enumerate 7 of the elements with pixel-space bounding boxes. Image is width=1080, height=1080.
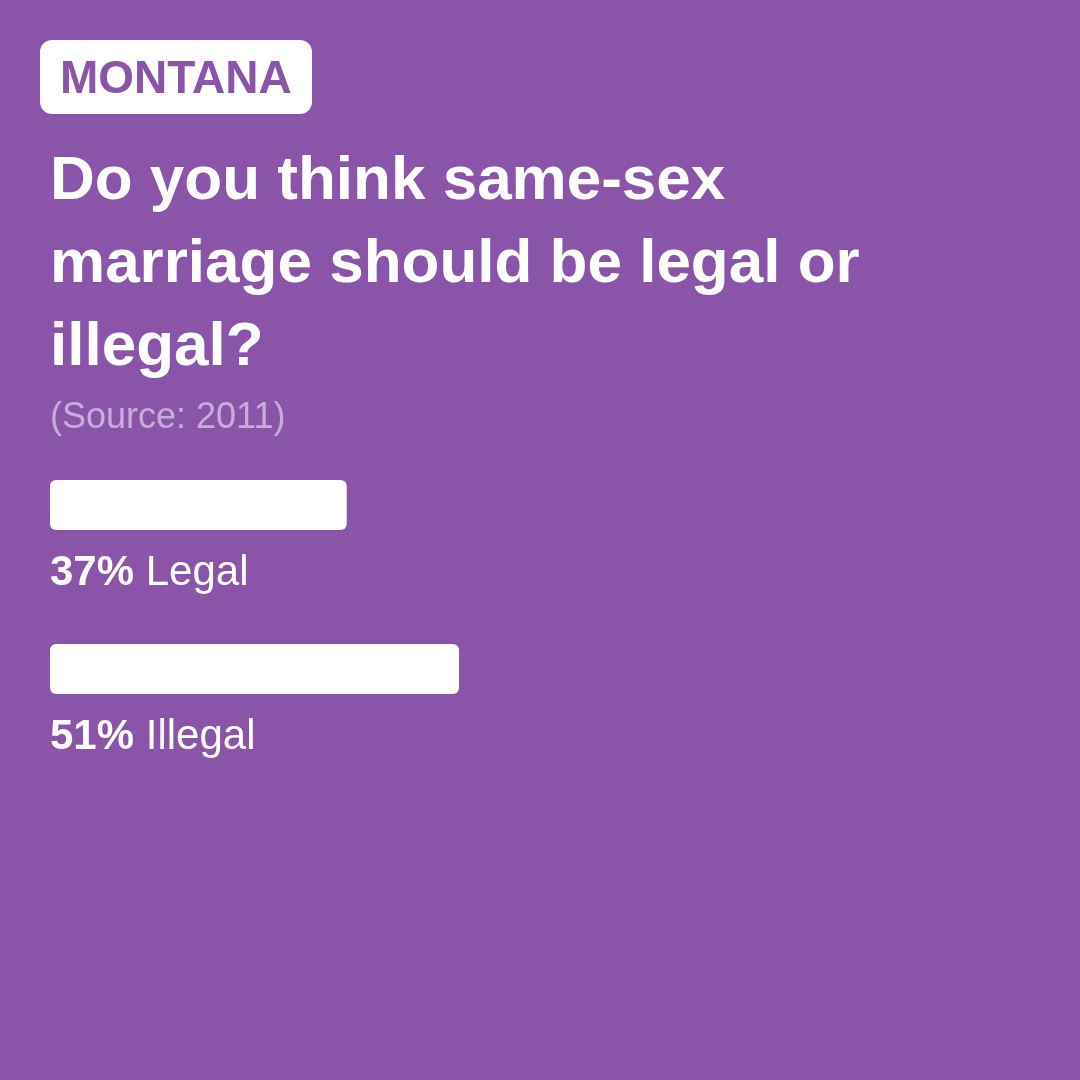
- chart-subtitle: MONTANA: [40, 40, 312, 114]
- chart-title: Do you think same-sex marriage should be legal or illegal?: [50, 142, 861, 380]
- data-label: 51%: [50, 711, 135, 758]
- y-tick-label: Illegal: [134, 711, 256, 758]
- text: (Source: 2011): [50, 394, 286, 438]
- y-tick-label: Legal: [134, 547, 249, 594]
- data-label: 37%: [50, 547, 135, 594]
